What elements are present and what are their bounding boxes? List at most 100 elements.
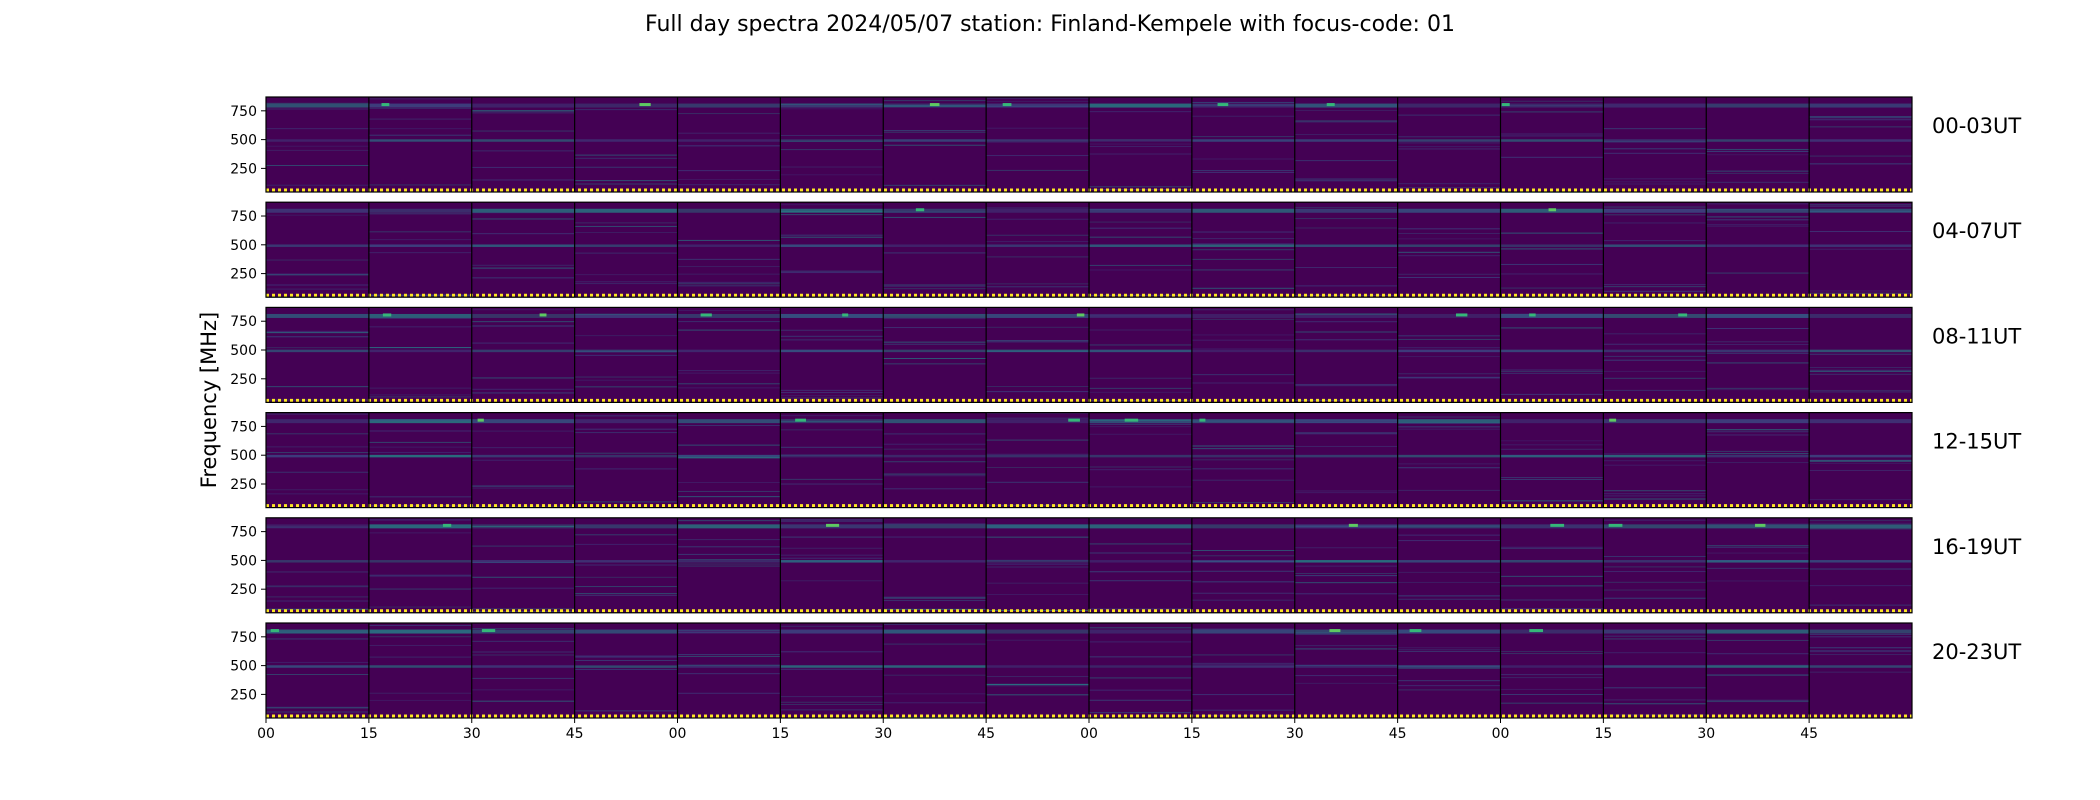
spectral-band: [1089, 143, 1192, 145]
spectral-band: [1706, 172, 1810, 174]
spectral-band: [368, 231, 472, 233]
spectral-band: [1603, 349, 1707, 353]
spectral-band: [677, 310, 781, 312]
spectral-band: [1294, 178, 1398, 180]
spectral-band: [471, 112, 575, 114]
spectral-band: [1191, 287, 1295, 289]
spectral-band: [574, 629, 678, 634]
spectral-band: [780, 420, 884, 422]
spectral-band: [266, 336, 369, 338]
spectral-band: [1191, 243, 1295, 245]
spectral-band: [677, 631, 781, 633]
spectral-band: [883, 208, 987, 213]
spectral-band: [883, 702, 987, 704]
spectral-band: [1191, 629, 1295, 634]
spectral-band: [1191, 238, 1295, 240]
spectral-band: [368, 252, 472, 254]
spectral-band: [368, 446, 472, 448]
spectral-band: [1603, 370, 1707, 372]
spectral-band: [368, 347, 472, 349]
spectral-band: [986, 326, 1089, 328]
spectral-band: [1603, 128, 1707, 130]
spectral-band: [1397, 183, 1501, 185]
spectral-band: [1089, 552, 1192, 554]
spectral-band: [780, 389, 884, 391]
spectral-band: [1603, 597, 1707, 599]
spectral-band: [1809, 119, 1912, 121]
spectral-band: [986, 283, 1089, 285]
spectral-band: [266, 332, 369, 334]
spectral-band: [1706, 674, 1810, 676]
spectral-band: [677, 239, 781, 241]
spectral-band: [986, 350, 1089, 352]
spectral-band: [574, 586, 678, 588]
burst-spot: [1068, 418, 1080, 422]
spectra-row: 250 500 750 16-19UT: [230, 517, 2021, 614]
spectral-band: [368, 184, 472, 186]
spectral-band: [1191, 158, 1295, 160]
spectral-band: [1089, 543, 1192, 545]
spectral-band: [1809, 522, 1912, 524]
spectral-band: [266, 454, 369, 458]
spectral-band: [883, 473, 987, 475]
row-label: 04-07UT: [1932, 219, 2021, 243]
spectral-band: [1500, 629, 1604, 634]
spectral-band: [471, 587, 575, 589]
spectral-band: [471, 110, 575, 112]
spectral-band: [1294, 547, 1398, 549]
ytick-label: 750: [230, 314, 257, 330]
spectral-band: [986, 391, 1089, 393]
burst-spot: [1550, 523, 1565, 527]
row-label: 12-15UT: [1932, 430, 2021, 454]
spectral-band: [883, 139, 987, 142]
spectral-band: [1500, 313, 1604, 318]
spectral-band: [986, 207, 1089, 209]
xtick-label: 00: [1492, 726, 1510, 742]
burst-spot: [1608, 523, 1623, 527]
spectral-band: [986, 127, 1089, 129]
spectral-band: [266, 524, 369, 529]
spectral-band: [677, 629, 781, 634]
spectral-band: [1397, 629, 1501, 634]
spectral-band: [1500, 111, 1604, 113]
spectral-band: [677, 664, 781, 666]
spectral-band: [883, 341, 987, 343]
spectral-band: [1706, 453, 1810, 455]
spectral-band: [1089, 236, 1192, 238]
spectral-band: [1294, 121, 1398, 123]
spectral-band: [1500, 440, 1604, 442]
spectral-band: [574, 543, 678, 545]
burst-spot: [1124, 418, 1139, 422]
spectral-band: [266, 149, 369, 151]
spectral-band: [1191, 339, 1295, 341]
spectral-band: [883, 318, 987, 320]
spectral-band: [368, 208, 472, 213]
spectral-band: [1706, 181, 1810, 183]
spectral-band: [1706, 219, 1810, 221]
spectral-band: [1500, 103, 1604, 108]
spectral-band: [1706, 580, 1810, 582]
spectral-band: [1603, 355, 1707, 357]
ytick-label: 250: [230, 372, 257, 388]
spectral-band: [1603, 208, 1707, 213]
spectral-band: [1089, 145, 1192, 147]
spectral-band: [1809, 611, 1912, 613]
spectral-band: [1603, 284, 1707, 286]
spectral-band: [986, 241, 1089, 243]
spectral-band: [883, 674, 987, 676]
ytick-label: 500: [230, 448, 257, 464]
spectral-band: [1500, 677, 1604, 679]
burst-spot: [381, 103, 390, 107]
spectral-band: [1809, 248, 1912, 250]
spectral-band: [883, 284, 987, 286]
spectral-band: [368, 118, 472, 120]
spectral-band: [471, 392, 575, 394]
spectral-band: [780, 149, 884, 151]
spectral-band: [1500, 478, 1604, 480]
spectral-band: [1397, 335, 1501, 337]
spectral-band: [986, 560, 1089, 563]
spectral-band: [471, 700, 575, 702]
spectral-band: [574, 313, 678, 318]
spectral-band: [986, 105, 1089, 107]
spectral-band: [266, 707, 369, 709]
